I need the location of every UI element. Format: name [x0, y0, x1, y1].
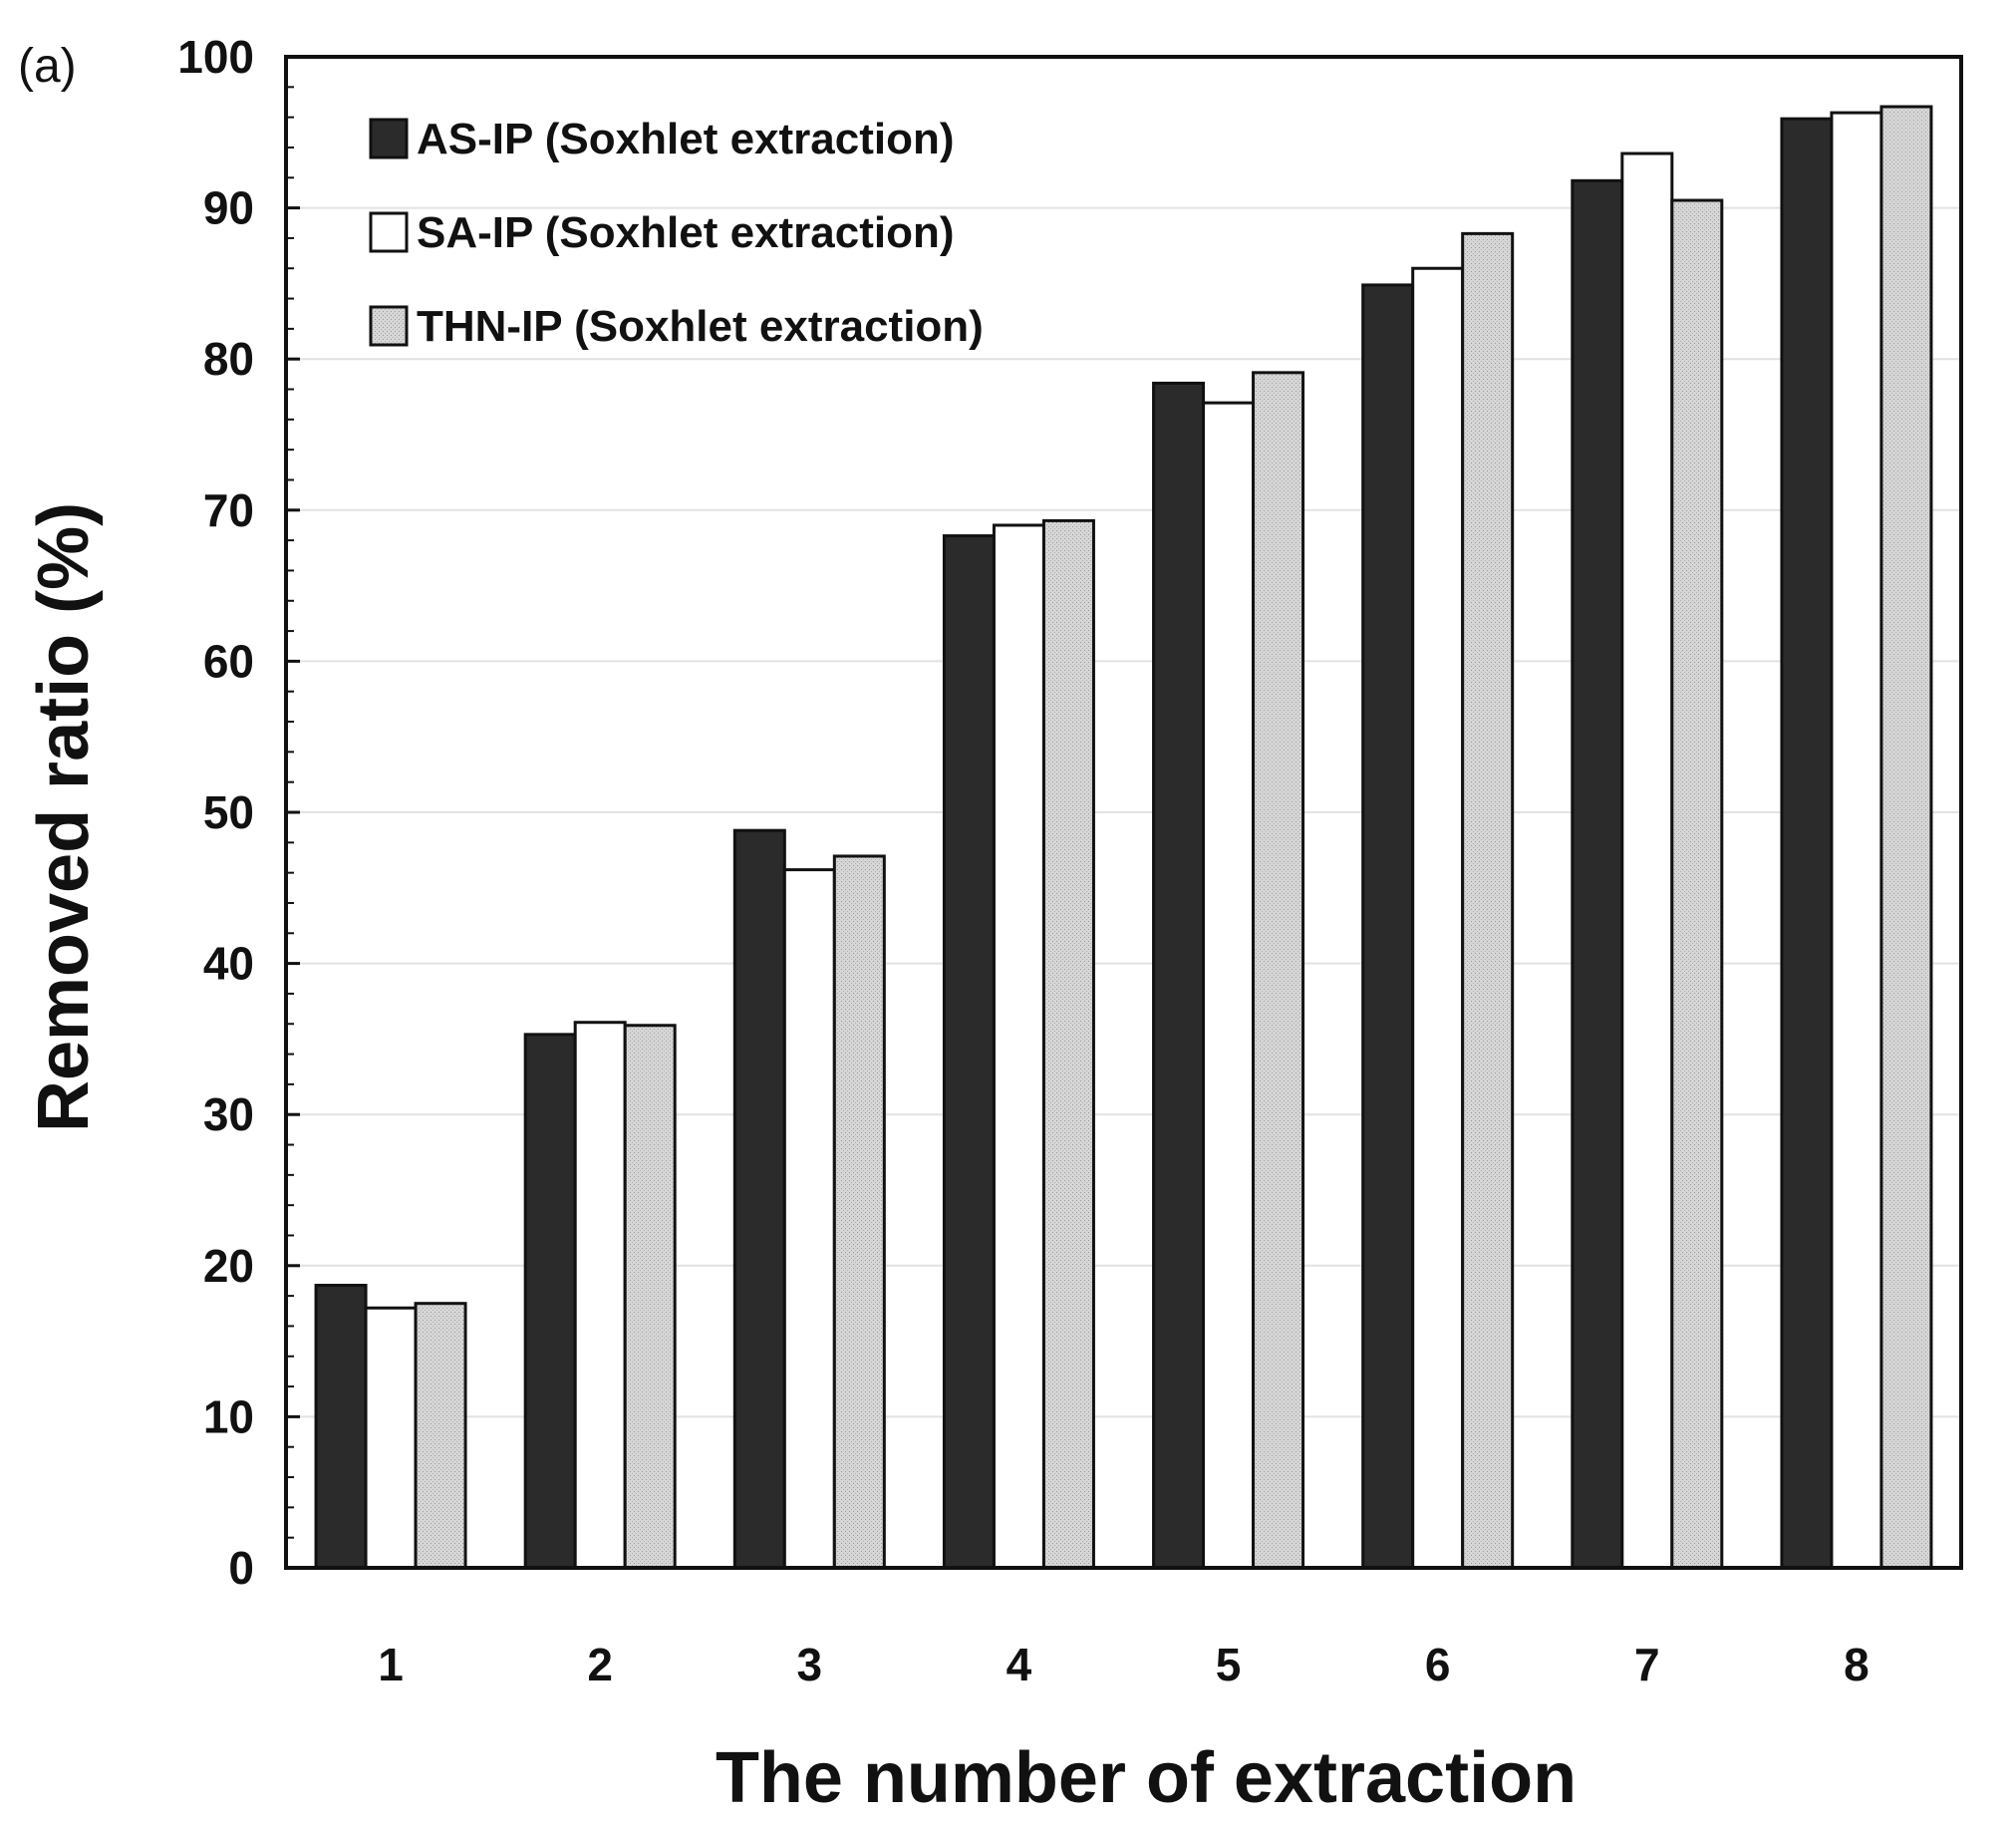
y-axis-title: Removed ratio (%) [24, 502, 104, 1132]
x-tick-label-4: 4 [1007, 1639, 1032, 1690]
bar-sa-ip-7 [1620, 152, 1674, 1570]
bar-group-8 [1780, 105, 1933, 1570]
y-tick-label-80: 80 [203, 333, 254, 385]
bar-as-ip-3 [732, 828, 786, 1570]
x-tick-label-6: 6 [1425, 1639, 1451, 1690]
bar-sa-ip-1 [364, 1306, 418, 1570]
bar-thn-ip-2 [623, 1024, 677, 1570]
legend-swatch-sa-ip [369, 211, 409, 253]
bar-thn-ip-8 [1879, 105, 1933, 1570]
x-tick-label-1: 1 [378, 1639, 404, 1690]
x-tick-label-8: 8 [1844, 1639, 1870, 1690]
bar-sa-ip-8 [1830, 111, 1883, 1570]
bar-sa-ip-2 [573, 1021, 627, 1570]
bar-group-7 [1571, 152, 1724, 1570]
bar-sa-ip-3 [782, 868, 836, 1570]
bar-thn-ip-4 [1041, 518, 1095, 1570]
legend-label-sa-ip: SA-IP (Soxhlet extraction) [417, 208, 955, 257]
bar-as-ip-1 [314, 1284, 368, 1570]
legend-swatch-as-ip [369, 118, 409, 159]
y-tick-label-60: 60 [203, 635, 254, 687]
bar-as-ip-8 [1780, 117, 1834, 1570]
y-tick-label-90: 90 [203, 182, 254, 234]
bar-thn-ip-6 [1461, 231, 1515, 1570]
y-tick-label-10: 10 [203, 1390, 254, 1442]
bar-sa-ip-4 [992, 523, 1045, 1570]
x-axis-title: The number of extraction [716, 1738, 1577, 1818]
legend-entry-thn-ip: THN-IP (Soxhlet extraction) [369, 302, 984, 351]
y-tick-labels: 0 10 20 30 40 50 60 70 80 90 100 [177, 31, 254, 1594]
bar-as-ip-6 [1361, 283, 1415, 1570]
bar-group-4 [942, 518, 1095, 1570]
y-tick-label-70: 70 [203, 484, 254, 536]
legend-entry-as-ip: AS-IP (Soxhlet extraction) [369, 115, 955, 163]
bar-group-3 [732, 828, 886, 1570]
bar-as-ip-5 [1152, 381, 1206, 1570]
bars [314, 105, 1933, 1570]
bar-group-1 [314, 1284, 467, 1570]
legend: AS-IP (Soxhlet extraction) SA-IP (Soxhle… [369, 115, 984, 351]
bar-as-ip-2 [523, 1033, 577, 1570]
y-tick-label-0: 0 [228, 1542, 254, 1594]
bar-group-6 [1361, 231, 1515, 1570]
y-tick-label-40: 40 [203, 938, 254, 990]
panel-label: (a) [18, 40, 77, 93]
y-tick-label-100: 100 [177, 31, 254, 83]
x-tick-label-3: 3 [797, 1639, 823, 1690]
x-tick-labels: 1 2 3 4 5 6 7 8 [378, 1639, 1869, 1690]
bar-group-5 [1152, 371, 1305, 1570]
legend-swatch-thn-ip [369, 305, 409, 347]
y-tick-label-20: 20 [203, 1240, 254, 1292]
bar-thn-ip-7 [1670, 198, 1724, 1570]
x-tick-label-5: 5 [1216, 1639, 1242, 1690]
bar-thn-ip-1 [414, 1302, 467, 1570]
y-tick-label-50: 50 [203, 786, 254, 838]
axis-ticks [286, 55, 300, 1570]
legend-entry-sa-ip: SA-IP (Soxhlet extraction) [369, 208, 955, 257]
y-tick-label-30: 30 [203, 1088, 254, 1140]
bar-sa-ip-5 [1202, 401, 1256, 1570]
x-tick-label-2: 2 [587, 1639, 613, 1690]
bar-thn-ip-5 [1252, 371, 1305, 1570]
bar-as-ip-7 [1571, 178, 1624, 1570]
legend-label-as-ip: AS-IP (Soxhlet extraction) [417, 115, 955, 163]
bar-sa-ip-6 [1411, 266, 1465, 1570]
legend-label-thn-ip: THN-IP (Soxhlet extraction) [417, 302, 984, 351]
bar-group-2 [523, 1021, 677, 1570]
bar-as-ip-4 [942, 534, 996, 1570]
bar-thn-ip-3 [832, 854, 886, 1570]
x-tick-label-7: 7 [1634, 1639, 1660, 1690]
